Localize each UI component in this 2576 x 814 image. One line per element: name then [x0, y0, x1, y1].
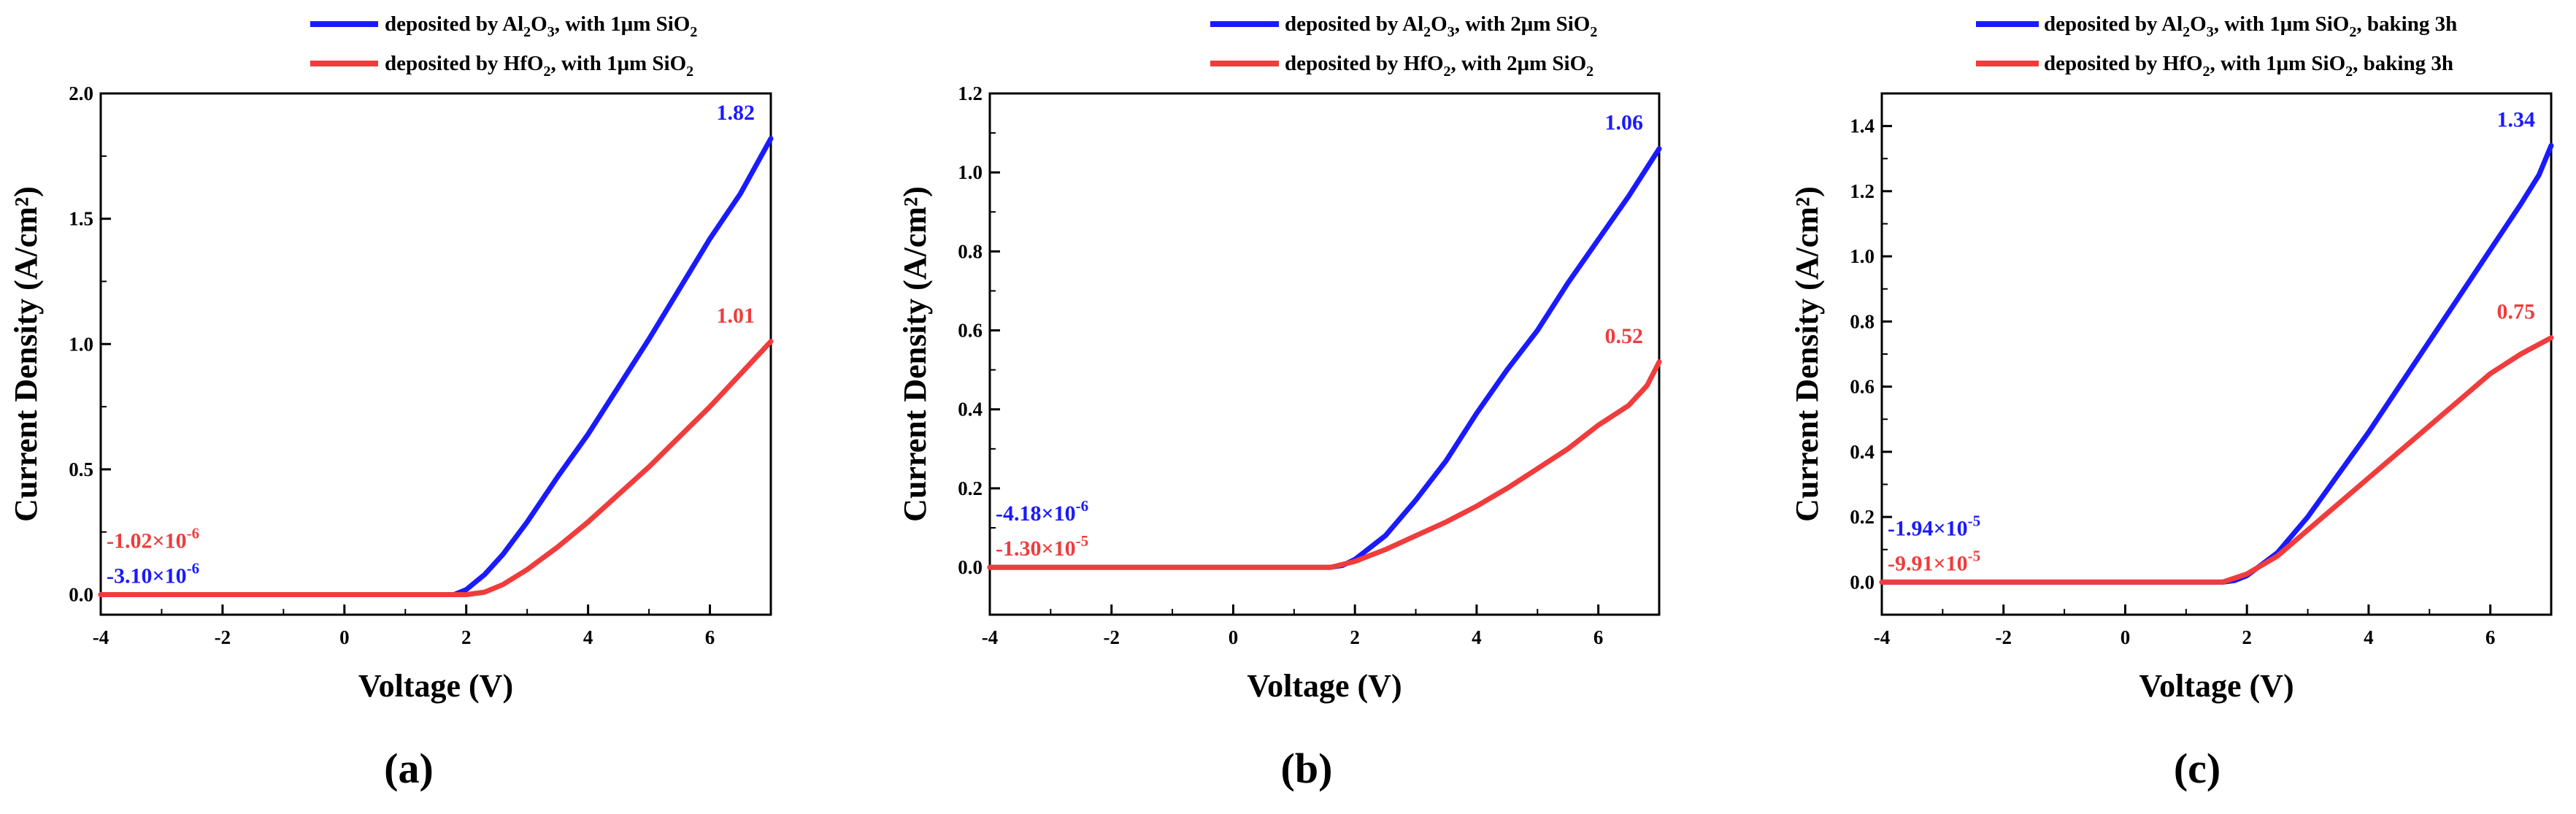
- chart-panel-1: -4 -2 0 2 4 6 0.0 0.5 1.0 1.5 2.0 Voltage (V) Curren…: [8, 12, 774, 792]
- x-tick-label: 4: [2364, 626, 2374, 648]
- y-tick-label: 1.0: [1850, 245, 1875, 267]
- y-tick-label: 0.2: [958, 477, 983, 499]
- y-tick-label: 0.5: [69, 458, 93, 480]
- series-line-hfo2: [1879, 335, 2554, 585]
- y-axis-title: Current Density (A/cm²): [897, 186, 933, 522]
- y-tick-label: 0.0: [958, 556, 983, 578]
- y-tick-label: 1.4: [1850, 115, 1875, 137]
- panel-label: (c): [2174, 745, 2221, 792]
- y-tick-label: 1.2: [1850, 180, 1875, 202]
- plot-frame: [99, 92, 772, 616]
- legend-entry: deposited by HfO2, with 1μm SiO2: [385, 52, 693, 80]
- x-tick-label: 6: [705, 626, 715, 648]
- series-line-al2o3: [987, 146, 1662, 570]
- legend-entry: deposited by HfO2, with 2μm SiO2: [1285, 52, 1593, 80]
- panel-label: (b): [1281, 745, 1333, 792]
- y-tick-label: 2.0: [69, 82, 93, 104]
- x-axis-title: Voltage (V): [1247, 668, 1402, 704]
- end-value-label: 1.06: [1605, 111, 1644, 135]
- y-tick-label: 0.2: [1850, 506, 1875, 528]
- legend-entry: deposited by Al2O3, with 1μm SiO2: [385, 12, 697, 40]
- x-tick-label: 4: [583, 626, 593, 648]
- y-axis-title: Current Density (A/cm²): [8, 186, 44, 522]
- x-axis-title: Voltage (V): [358, 668, 513, 704]
- y-tick-label: 0.8: [1850, 310, 1875, 332]
- y-tick-label: 0.8: [958, 240, 983, 262]
- y-tick-label: 1.5: [69, 208, 93, 230]
- x-axis-title: Voltage (V): [2139, 668, 2294, 704]
- y-tick-label: 0.0: [69, 584, 93, 606]
- offset-value-label: -3.10×10-6: [107, 560, 199, 588]
- legend-entry: deposited by HfO2, with 1μm SiO2, baking…: [2044, 52, 2453, 80]
- end-value-label: 1.82: [717, 101, 756, 125]
- series-line-hfo2: [987, 359, 1662, 570]
- x-tick-label: 2: [2242, 626, 2252, 648]
- end-value-label: 1.01: [717, 304, 756, 328]
- chart-panel-3: -4 -2 0 2 4 6 0.0 0.2 0.4 0.6 0.8 1.0 1.2 1.4 Voltage …: [1789, 12, 2554, 792]
- x-tick-label: 0: [339, 626, 350, 648]
- offset-value-label: -9.91×10-5: [1888, 547, 1980, 575]
- series-line-al2o3: [1879, 142, 2554, 585]
- y-tick-label: 0.6: [1850, 376, 1875, 398]
- y-tick-label: 0.0: [1850, 571, 1875, 593]
- x-tick-label: 6: [1593, 626, 1604, 648]
- end-value-label: 0.52: [1605, 324, 1644, 348]
- y-tick-label: 0.4: [1850, 441, 1875, 463]
- panel-label: (a): [384, 745, 434, 792]
- series-line-hfo2: [98, 339, 774, 597]
- x-tick-label: 2: [1350, 626, 1360, 648]
- y-axis-title: Current Density (A/cm²): [1789, 186, 1825, 522]
- x-tick-label: -2: [1103, 626, 1120, 648]
- x-tick-label: 0: [1229, 626, 1239, 648]
- y-tick-label: 1.0: [958, 161, 983, 183]
- x-tick-label: -2: [1995, 626, 2012, 648]
- offset-value-label: -1.94×10-5: [1888, 512, 1980, 540]
- offset-value-label: -1.30×10-5: [996, 532, 1088, 561]
- offset-value-label: -4.18×10-6: [996, 497, 1088, 526]
- x-tick-label: -4: [982, 626, 999, 648]
- y-tick-label: 0.6: [958, 320, 983, 342]
- x-tick-label: 6: [2485, 626, 2496, 648]
- series-line-al2o3: [98, 136, 774, 597]
- y-tick-label: 0.4: [958, 399, 983, 421]
- chart-panel-2: -4 -2 0 2 4 6 0.0 0.2 0.4 0.6 0.8 1.0 1.2 Voltage (V)…: [897, 12, 1662, 792]
- y-tick-label: 1.0: [69, 333, 93, 355]
- y-tick-label: 1.2: [958, 82, 983, 104]
- offset-value-label: -1.02×10-6: [107, 525, 199, 553]
- x-tick-label: 0: [2121, 626, 2131, 648]
- end-value-label: 0.75: [2497, 300, 2536, 324]
- x-tick-label: -4: [93, 626, 109, 648]
- legend-entry: deposited by Al2O3, with 2μm SiO2: [1285, 12, 1597, 40]
- plot-frame: [1880, 92, 2553, 616]
- end-value-label: 1.34: [2497, 107, 2536, 131]
- x-tick-label: 4: [1472, 626, 1482, 648]
- legend-entry: deposited by Al2O3, with 1μm SiO2, bakin…: [2044, 12, 2457, 40]
- x-tick-label: -4: [1874, 626, 1891, 648]
- x-tick-label: -2: [215, 626, 231, 648]
- plot-frame: [988, 92, 1661, 616]
- x-tick-label: 2: [461, 626, 472, 648]
